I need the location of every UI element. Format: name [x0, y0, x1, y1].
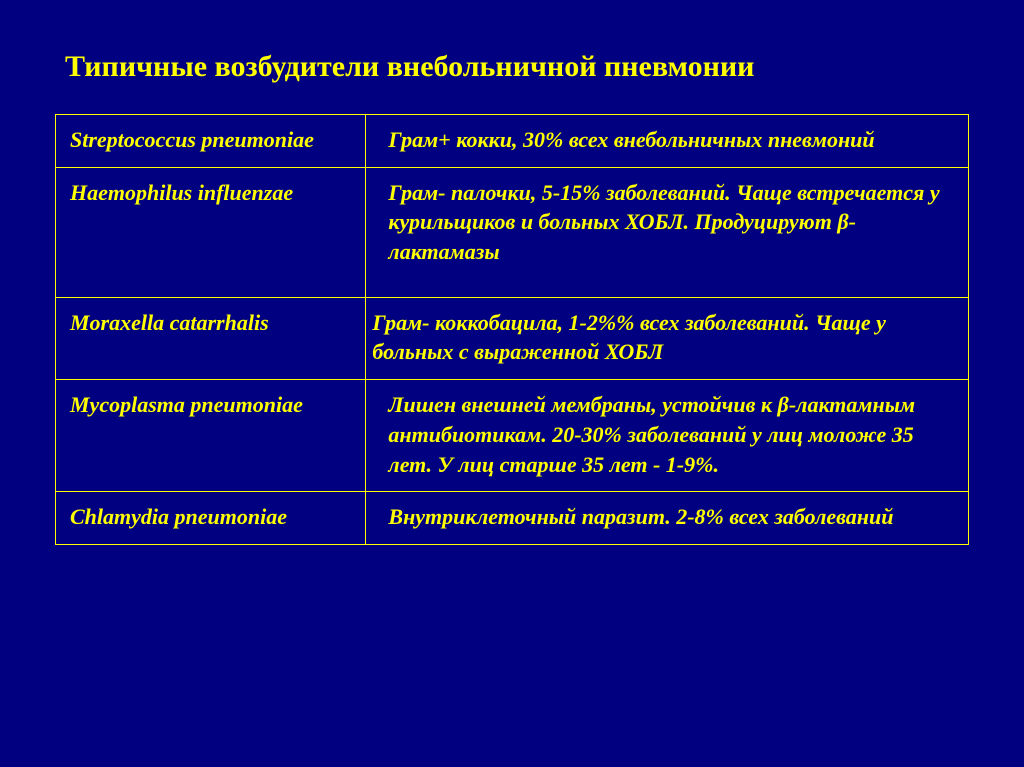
pathogen-table: Streptococcus pneumoniae Грам+ кокки, 30… — [55, 114, 969, 545]
description-cell: Лишен внешней мембраны, устойчив к β-лак… — [366, 380, 969, 492]
description-cell: Грам- коккобацила, 1-2%% всех заболевани… — [366, 297, 969, 379]
description-cell: Грам+ кокки, 30% всех внебольничных пнев… — [366, 115, 969, 168]
slide-title: Типичные возбудители внебольничной пневм… — [65, 50, 969, 84]
description-cell: Внутриклеточный паразит. 2-8% всех забол… — [366, 492, 969, 545]
pathogen-cell: Streptococcus pneumoniae — [56, 115, 366, 168]
table-row: Streptococcus pneumoniae Грам+ кокки, 30… — [56, 115, 969, 168]
table-row: Chlamydia pneumoniae Внутриклеточный пар… — [56, 492, 969, 545]
slide: Типичные возбудители внебольничной пневм… — [0, 0, 1024, 767]
table-row: Moraxella catarrhalis Грам- коккобацила,… — [56, 297, 969, 379]
pathogen-cell: Mycoplasma pneumoniae — [56, 380, 366, 492]
table-row: Mycoplasma pneumoniae Лишен внешней мемб… — [56, 380, 969, 492]
pathogen-cell: Haemophilus influenzae — [56, 167, 366, 297]
pathogen-cell: Moraxella catarrhalis — [56, 297, 366, 379]
pathogen-cell: Chlamydia pneumoniae — [56, 492, 366, 545]
table-row: Haemophilus influenzae Грам- палочки, 5-… — [56, 167, 969, 297]
description-cell: Грам- палочки, 5-15% заболеваний. Чаще в… — [366, 167, 969, 297]
